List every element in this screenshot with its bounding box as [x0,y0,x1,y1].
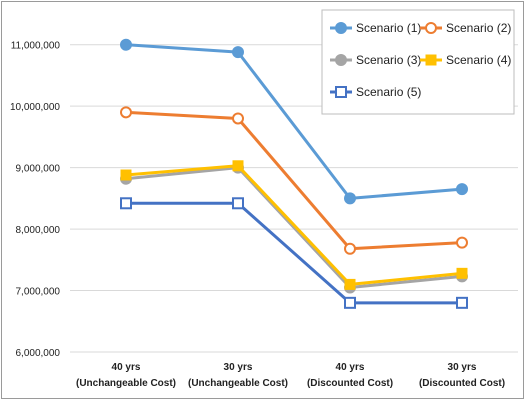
series-line [125,43,463,200]
x-tick-label: 30 yrs [448,362,477,373]
legend-entry: Scenario (5) [330,85,421,99]
data-point [456,267,468,279]
data-point [232,112,244,125]
legend-entry: Scenario (3) [330,53,421,67]
series-4 [120,160,468,290]
data-point [120,169,132,181]
x-tick-label: (Discounted Cost) [419,378,505,389]
legend-label: Scenario (3) [356,53,421,67]
legend-box [321,9,515,115]
series-line [125,110,463,251]
data-point [425,54,437,66]
data-point [120,197,132,210]
data-point [232,197,244,210]
data-point [344,242,356,255]
data-point [344,192,356,205]
legend-label: Scenario (1) [356,21,421,35]
y-axis: 6,000,000 7,000,000 8,000,000 9,000,000 10,0… [10,41,60,359]
series-2 [120,106,468,255]
data-point [120,38,132,51]
legend-label: Scenario (2) [446,21,511,35]
data-point [456,183,468,196]
data-point [344,296,356,309]
series-1 [120,38,468,205]
data-point [232,46,244,59]
data-point [232,160,244,172]
y-tick-label: 11,000,000 [11,41,61,52]
data-point [335,54,347,66]
legend-entry: Scenario (2) [420,21,511,35]
x-tick-label: 40 yrs [112,362,141,373]
series-line [126,201,462,305]
y-tick-label: 10,000,000 [10,102,60,113]
legend-entry: Scenario (1) [330,21,421,35]
x-tick-label: (Discounted Cost) [307,378,393,389]
data-point [456,236,468,249]
data-point [335,86,347,98]
data-point [425,22,437,34]
legend-entry: Scenario (4) [420,53,511,67]
y-tick-label: 7,000,000 [16,287,61,298]
x-tick-label: (Unchangeable Cost) [188,378,288,389]
series-5 [120,197,468,309]
y-tick-label: 6,000,000 [16,348,61,359]
y-tick-label: 8,000,000 [16,225,61,236]
series-line [125,166,463,289]
series-line [125,164,463,286]
x-tick-label: 40 yrs [336,362,365,373]
legend: Scenario (1) Scenario (2) Scenario (3) Scen… [321,9,515,115]
data-point [344,278,356,290]
y-tick-label: 9,000,000 [16,164,61,175]
data-point [456,296,468,309]
x-tick-label: (Unchangeable Cost) [76,378,176,389]
series-layer [120,38,468,309]
x-axis: 40 yrs (Unchangeable Cost) 30 yrs (Unchange… [76,362,505,389]
x-tick-label: 30 yrs [224,362,253,373]
legend-label: Scenario (4) [446,53,511,67]
data-point [120,106,132,119]
data-point [335,22,347,34]
legend-label: Scenario (5) [356,85,421,99]
